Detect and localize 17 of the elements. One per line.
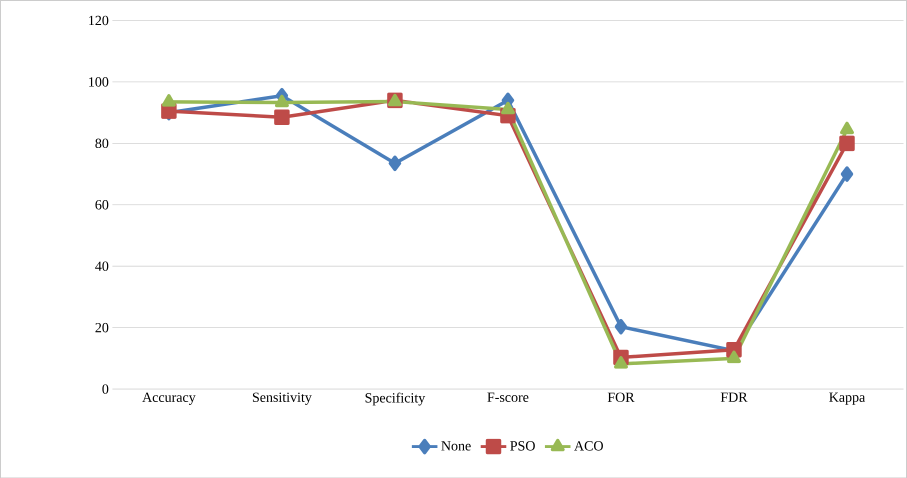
y-tick-label: 20 <box>95 322 108 332</box>
x-tick-label: FDR <box>720 392 748 402</box>
y-tick-label: 100 <box>89 76 108 86</box>
x-tick-label: Accuracy <box>142 392 196 405</box>
y-tick-label: 60 <box>95 200 108 210</box>
y-tick-label: 120 <box>89 16 108 25</box>
legend-label: PSO <box>510 440 535 450</box>
y-tick-label: 80 <box>95 138 108 148</box>
x-tick-label: Specificity <box>366 392 426 406</box>
legend-label: None <box>441 440 471 450</box>
y-tick-label: 40 <box>95 261 108 271</box>
x-tick-label: F-score <box>487 392 528 402</box>
x-tick-label: Sensitivity <box>252 392 312 405</box>
legend-label: ACO <box>574 440 603 450</box>
y-tick-label: 0 <box>102 384 108 394</box>
x-tick-label: FOR <box>608 392 635 402</box>
x-tick-label: Kappa <box>829 392 866 404</box>
